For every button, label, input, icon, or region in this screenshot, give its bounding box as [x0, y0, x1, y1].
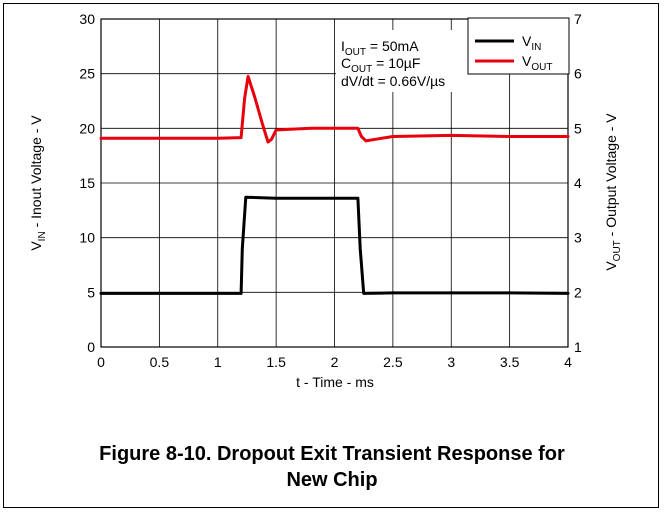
- legend-label-vin: VIN: [522, 33, 541, 53]
- x-tick-label: 2.5: [383, 354, 403, 370]
- x-tick-label: 0.5: [150, 354, 170, 370]
- annotation-dvdt: dV/dt = 0.66V/µs: [341, 73, 445, 89]
- figure-caption-line1: Figure 8-10. Dropout Exit Transient Resp…: [99, 443, 565, 465]
- x-tick-label: 2: [331, 354, 339, 370]
- x-axis-label: t - Time - ms: [296, 374, 374, 390]
- x-tick-label: 1.5: [266, 354, 286, 370]
- series-line-vout: [99, 74, 570, 144]
- figure-frame: [3, 3, 659, 508]
- annotation-iout: IOUT = 50mA: [341, 38, 419, 58]
- y-right-tick-label: 3: [574, 230, 582, 246]
- y-axis-left-label-rest: - Inout Voltage - V: [28, 115, 44, 232]
- y-left-tick-label: 15: [79, 175, 95, 191]
- chart: 0 0.5 1 1.5 2 2.5 3 3.5 4 0 5 10 15 20 25 30 1 2 3 4 5 6 7 t -…: [28, 11, 623, 390]
- legend-box: [467, 17, 570, 75]
- figure-caption-line2: New Chip: [286, 469, 378, 491]
- y-right-tick-label: 5: [574, 120, 582, 136]
- y-right-tick-label: 4: [574, 175, 582, 191]
- x-tick-label: 1: [214, 354, 222, 370]
- y-left-tick-label: 0: [87, 339, 95, 355]
- y-axis-left-label-sub: IN: [37, 231, 48, 241]
- y-left-tick-label: 5: [87, 284, 95, 300]
- y-left-tick-label: 25: [79, 66, 95, 82]
- y-axis-right-label-rest: - Output Voltage - V: [603, 113, 619, 241]
- y-axis-right-label-main: V: [603, 261, 619, 271]
- x-tick-label: 4: [564, 354, 572, 370]
- y-right-tick-label: 2: [574, 284, 582, 300]
- legend-label-vout: VOUT: [522, 53, 552, 73]
- y-left-tick-label: 10: [79, 230, 95, 246]
- x-tick-label: 3: [447, 354, 455, 370]
- y-axis-right-label-sub: OUT: [612, 240, 623, 261]
- y-axis-right-label: VOUT - Output Voltage - V: [603, 113, 623, 271]
- y-right-tick-label: 7: [574, 11, 582, 27]
- legend: VIN VOUT: [467, 17, 570, 75]
- y-right-tick-label: 6: [574, 66, 582, 82]
- y-left-tick-label: 30: [79, 11, 95, 27]
- figure-caption: Figure 8-10. Dropout Exit Transient Resp…: [0, 441, 664, 493]
- y-axis-left-label: VIN - Inout Voltage - V: [28, 115, 48, 251]
- annotation-cout: COUT = 10µF: [341, 55, 420, 75]
- annotation-block: IOUT = 50mA COUT = 10µF dV/dt = 0.66V/µs: [336, 30, 476, 92]
- x-tick-label: 3.5: [500, 354, 520, 370]
- x-tick-label: 0: [97, 354, 105, 370]
- series-line-vin: [99, 195, 570, 295]
- series-layer: [99, 74, 570, 295]
- plot-area: [100, 18, 569, 348]
- y-right-tick-label: 1: [574, 339, 582, 355]
- y-left-tick-label: 20: [79, 120, 95, 136]
- y-axis-left-label-main: V: [28, 241, 44, 251]
- tick-labels: 0 0.5 1 1.5 2 2.5 3 3.5 4 0 5 10 15 20 25 30 1 2 3 4 5 6 7: [79, 11, 582, 370]
